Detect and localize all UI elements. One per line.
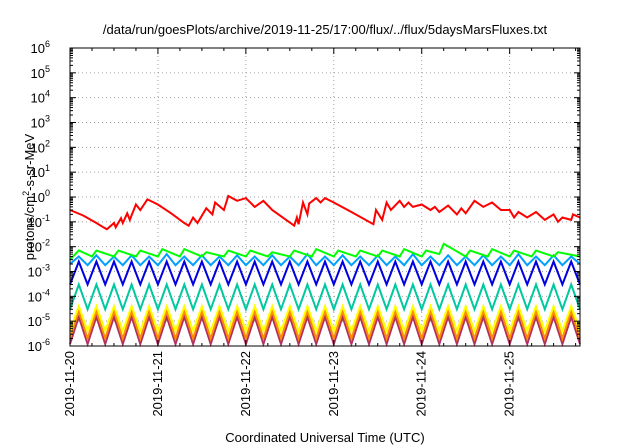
y-tick-label: 10-1: [28, 213, 50, 230]
series-line-6: [69, 303, 581, 335]
y-tick-base: 10: [31, 165, 45, 180]
series-line-3: [69, 252, 581, 267]
y-tick-exponent: 2: [45, 138, 50, 148]
y-tick-base: 10: [31, 190, 45, 205]
y-tick-label: 10-6: [28, 337, 50, 354]
y-tick-base: 10: [28, 240, 42, 255]
y-tick-label: 105: [31, 64, 50, 81]
series-line-8: [69, 313, 581, 348]
series-line-5: [69, 281, 581, 313]
x-tick-label: 2019-11-21: [150, 351, 165, 417]
y-tick-label: 103: [31, 114, 50, 131]
y-axis-label-rest: -s-sr-MeV: [22, 133, 37, 190]
y-tick-label: 10-2: [28, 238, 50, 255]
y-tick-exponent: 0: [45, 188, 50, 198]
y-tick-label: 10-5: [28, 312, 50, 329]
y-tick-exponent: -6: [42, 337, 50, 347]
y-tick-exponent: -3: [42, 263, 50, 273]
y-tick-exponent: -1: [42, 213, 50, 223]
x-axis-label: Coordinated Universal Time (UTC): [225, 430, 424, 445]
y-tick-label: 102: [31, 138, 50, 155]
y-tick-base: 10: [31, 140, 45, 155]
y-axis-label-exponent: 2: [21, 191, 31, 196]
y-tick-base: 10: [28, 339, 42, 354]
y-tick-label: 10-4: [28, 287, 50, 304]
y-tick-base: 10: [28, 314, 42, 329]
y-axis-label: protons/cm2-s-sr-MeV: [21, 133, 37, 260]
y-axis-ticks: 10-610-510-410-310-210-11001011021031041…: [28, 39, 580, 354]
grid: [70, 48, 580, 346]
series-line-4: [69, 258, 581, 288]
y-tick-label: 101: [31, 163, 50, 180]
x-tick-label: 2019-11-22: [238, 351, 253, 417]
x-tick-label: 2019-11-20: [62, 351, 77, 417]
y-tick-base: 10: [31, 116, 45, 131]
y-tick-base: 10: [28, 215, 42, 230]
y-tick-base: 10: [31, 91, 45, 106]
y-tick-exponent: -5: [42, 312, 50, 322]
series-line-7: [69, 308, 581, 342]
y-tick-exponent: 3: [45, 114, 50, 124]
x-tick-label: 2019-11-25: [502, 351, 517, 417]
y-tick-exponent: -4: [42, 287, 50, 297]
y-axis-label-main: protons/cm: [22, 196, 37, 260]
y-tick-exponent: 6: [45, 39, 50, 49]
y-tick-base: 10: [31, 41, 45, 56]
series-line-1: [69, 194, 581, 231]
y-tick-exponent: 5: [45, 64, 50, 74]
y-tick-label: 100: [31, 188, 50, 205]
series-group: [69, 194, 581, 348]
y-tick-label: 104: [31, 89, 50, 106]
y-tick-exponent: -2: [42, 238, 50, 248]
x-tick-label: 2019-11-23: [326, 351, 341, 417]
y-tick-base: 10: [28, 265, 42, 280]
series-line-2: [69, 242, 581, 261]
y-tick-base: 10: [28, 289, 42, 304]
y-tick-base: 10: [31, 66, 45, 81]
chart-title: /data/run/goesPlots/archive/2019-11-25/1…: [103, 22, 548, 37]
y-tick-exponent: 1: [45, 163, 50, 173]
y-tick-label: 10-3: [28, 263, 50, 280]
y-tick-exponent: 4: [45, 89, 50, 99]
x-tick-label: 2019-11-24: [414, 351, 429, 417]
x-axis-ticks: 2019-11-20 2019-11-21 2019-11-22 2019-11-23…: [62, 48, 577, 417]
y-tick-label: 106: [31, 39, 50, 56]
